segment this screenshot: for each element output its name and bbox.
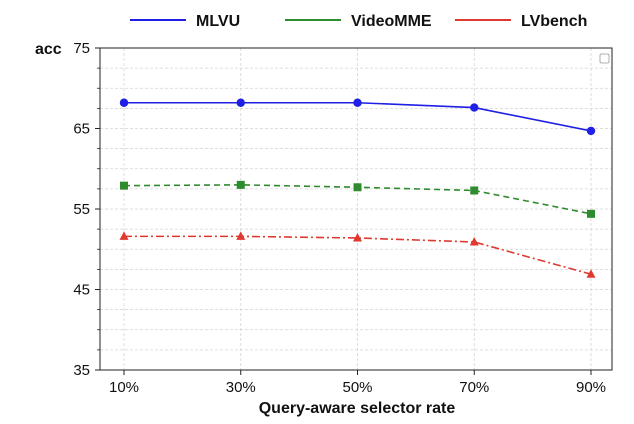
data-point-mlvu — [470, 103, 479, 112]
series-group — [119, 98, 596, 278]
y-axis-ticks: 35 45 55 65 75 — [73, 40, 100, 379]
data-point-videomme — [470, 186, 479, 195]
data-point-videomme — [120, 181, 128, 190]
data-point-videomme — [587, 209, 595, 218]
series-line-mlvu — [124, 101, 592, 132]
y-tick-label: 75 — [73, 40, 90, 57]
legend-label-lvbench: LVbench — [521, 13, 587, 30]
grid — [100, 48, 612, 370]
x-tick-label: 90% — [576, 379, 606, 396]
data-point-lvbench — [119, 231, 129, 240]
data-point-lvbench — [469, 237, 479, 246]
series-lvbench — [119, 231, 596, 278]
x-tick-label: 30% — [226, 379, 256, 396]
data-point-videomme — [353, 183, 362, 192]
x-tick-label: 50% — [342, 379, 372, 396]
y-tick-label: 35 — [73, 362, 90, 379]
data-point-mlvu — [353, 98, 362, 107]
legend-label-mlvu: MLVU — [196, 13, 240, 30]
data-point-lvbench — [353, 232, 362, 242]
legend-item-videomme: VideoMME — [285, 13, 432, 30]
series-line-lvbench — [124, 235, 592, 275]
y-tick-label: 65 — [73, 121, 90, 138]
x-axis-label: Query-aware selector rate — [259, 400, 456, 417]
legend-item-mlvu: MLVU — [130, 13, 240, 30]
series-mlvu — [119, 98, 596, 136]
data-point-videomme — [236, 180, 245, 189]
legend-item-lvbench: LVbench — [455, 13, 587, 30]
x-axis-ticks: 10% 30% 50% 70% 90% — [109, 370, 606, 396]
y-axis-label: acc — [35, 41, 62, 58]
x-tick-label: 70% — [459, 379, 489, 396]
data-point-lvbench — [236, 231, 246, 240]
data-point-mlvu — [119, 98, 129, 107]
corner-box — [599, 53, 610, 64]
legend: MLVU VideoMME LVbench — [130, 13, 587, 30]
series-videomme — [120, 180, 595, 218]
data-point-mlvu — [586, 126, 596, 136]
y-tick-label: 55 — [73, 201, 90, 218]
data-point-mlvu — [236, 98, 245, 107]
legend-label-videomme: VideoMME — [351, 13, 432, 30]
data-point-lvbench — [586, 269, 596, 278]
y-tick-label: 45 — [73, 282, 90, 299]
x-tick-label: 10% — [109, 379, 139, 396]
